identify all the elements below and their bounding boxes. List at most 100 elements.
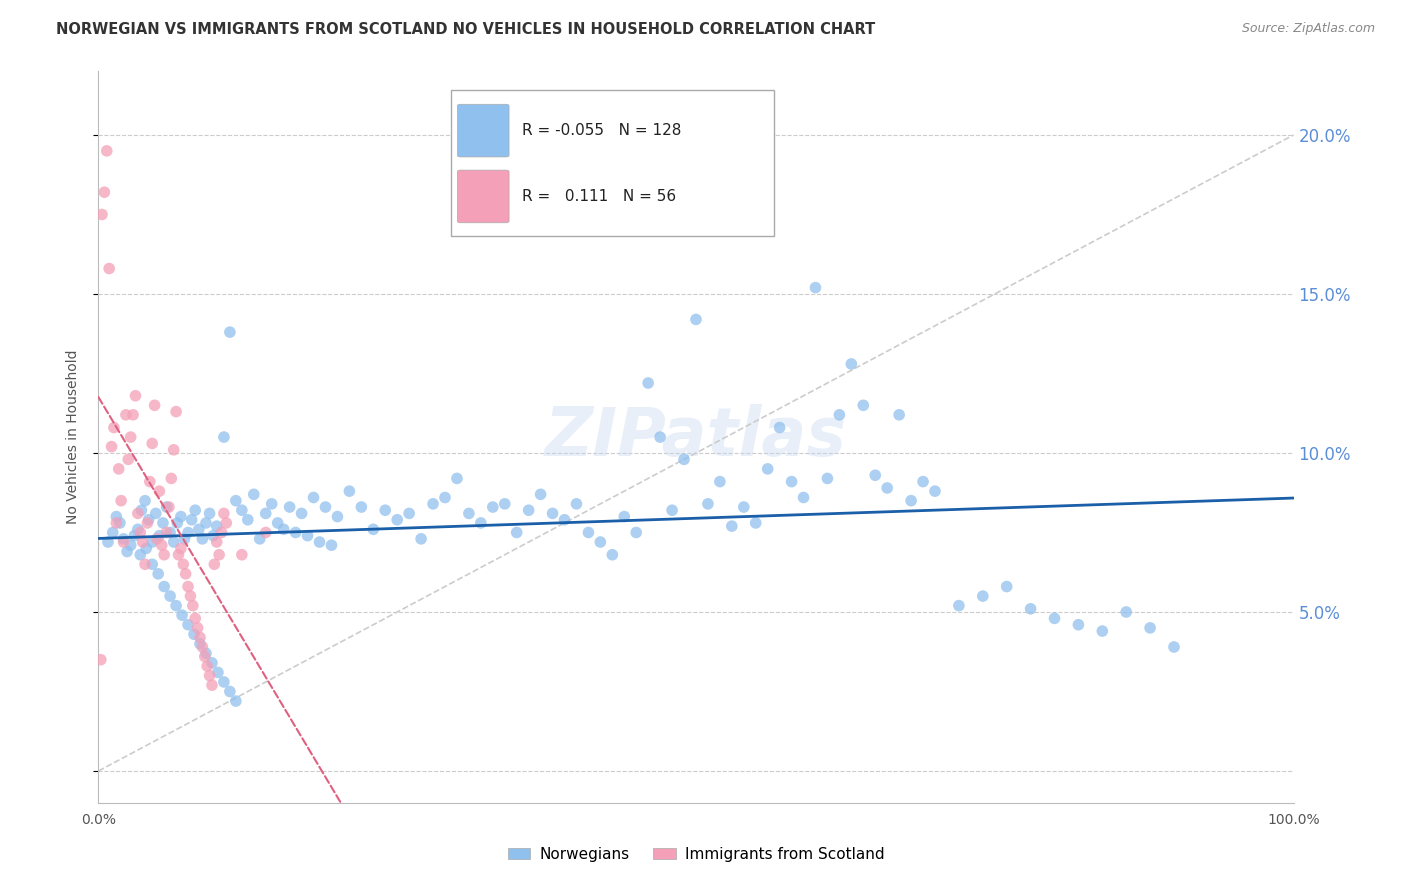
Point [602, 548, 624, 562]
Text: ZIPatlas: ZIPatlas [546, 404, 846, 470]
Point [446, 471, 468, 485]
Point [212, 675, 235, 690]
Point [578, 525, 600, 540]
Point [650, 430, 672, 444]
Point [127, 522, 149, 536]
Point [637, 376, 659, 390]
Point [211, 525, 233, 540]
Point [177, 580, 200, 594]
Point [180, 513, 202, 527]
Point [103, 420, 125, 434]
Point [924, 484, 946, 499]
Point [793, 491, 815, 505]
Point [841, 357, 863, 371]
Point [1163, 640, 1185, 654]
Point [1067, 617, 1090, 632]
Point [685, 312, 707, 326]
Point [198, 668, 221, 682]
Point [225, 694, 247, 708]
Point [148, 529, 170, 543]
Point [249, 532, 271, 546]
Point [273, 522, 295, 536]
Point [153, 580, 176, 594]
Point [205, 519, 228, 533]
Point [363, 522, 385, 536]
Point [900, 493, 922, 508]
Point [315, 500, 337, 514]
Point [1139, 621, 1161, 635]
Point [183, 627, 205, 641]
Point [134, 493, 156, 508]
Point [470, 516, 492, 530]
Point [769, 420, 792, 434]
Point [506, 525, 529, 540]
Point [135, 541, 157, 556]
Point [155, 500, 177, 514]
Point [339, 484, 361, 499]
Point [541, 507, 564, 521]
Point [141, 558, 163, 572]
Point [107, 462, 129, 476]
Point [780, 475, 803, 489]
Point [105, 516, 128, 530]
Point [212, 430, 235, 444]
Point [115, 544, 138, 558]
Point [93, 185, 115, 199]
Point [589, 535, 612, 549]
Point [530, 487, 553, 501]
Point [565, 497, 588, 511]
Point [804, 280, 827, 294]
Point [195, 646, 218, 660]
Point [115, 408, 138, 422]
Point [136, 516, 159, 530]
Point [112, 535, 135, 549]
Point [828, 408, 851, 422]
Point [411, 532, 433, 546]
Point [254, 507, 277, 521]
Point [143, 398, 166, 412]
Point [308, 535, 330, 549]
Point [972, 589, 994, 603]
Point [517, 503, 540, 517]
Point [177, 617, 200, 632]
Point [195, 659, 218, 673]
Point [385, 513, 409, 527]
Point [172, 558, 194, 572]
Point [284, 525, 307, 540]
Point [108, 516, 131, 530]
Point [267, 516, 290, 530]
Point [260, 497, 283, 511]
Point [231, 548, 253, 562]
Point [709, 475, 731, 489]
Point [1043, 611, 1066, 625]
Point [90, 653, 112, 667]
Point [122, 408, 145, 422]
Point [212, 507, 235, 521]
Point [124, 389, 146, 403]
Point [225, 493, 247, 508]
Point [159, 525, 181, 540]
Point [1115, 605, 1137, 619]
Point [995, 580, 1018, 594]
Point [181, 599, 204, 613]
Point [321, 538, 343, 552]
Point [160, 471, 183, 485]
Point [745, 516, 768, 530]
Point [201, 678, 224, 692]
Point [127, 507, 149, 521]
Point [166, 516, 188, 530]
Point [208, 548, 231, 562]
Point [198, 507, 221, 521]
Point [195, 516, 218, 530]
Point [124, 529, 146, 543]
Point [134, 558, 156, 572]
Point [112, 532, 135, 546]
Point [170, 541, 193, 556]
Point [852, 398, 875, 412]
Point [422, 497, 444, 511]
Point [173, 532, 195, 546]
Point [661, 503, 683, 517]
Point [613, 509, 636, 524]
Point [153, 548, 176, 562]
Point [948, 599, 970, 613]
